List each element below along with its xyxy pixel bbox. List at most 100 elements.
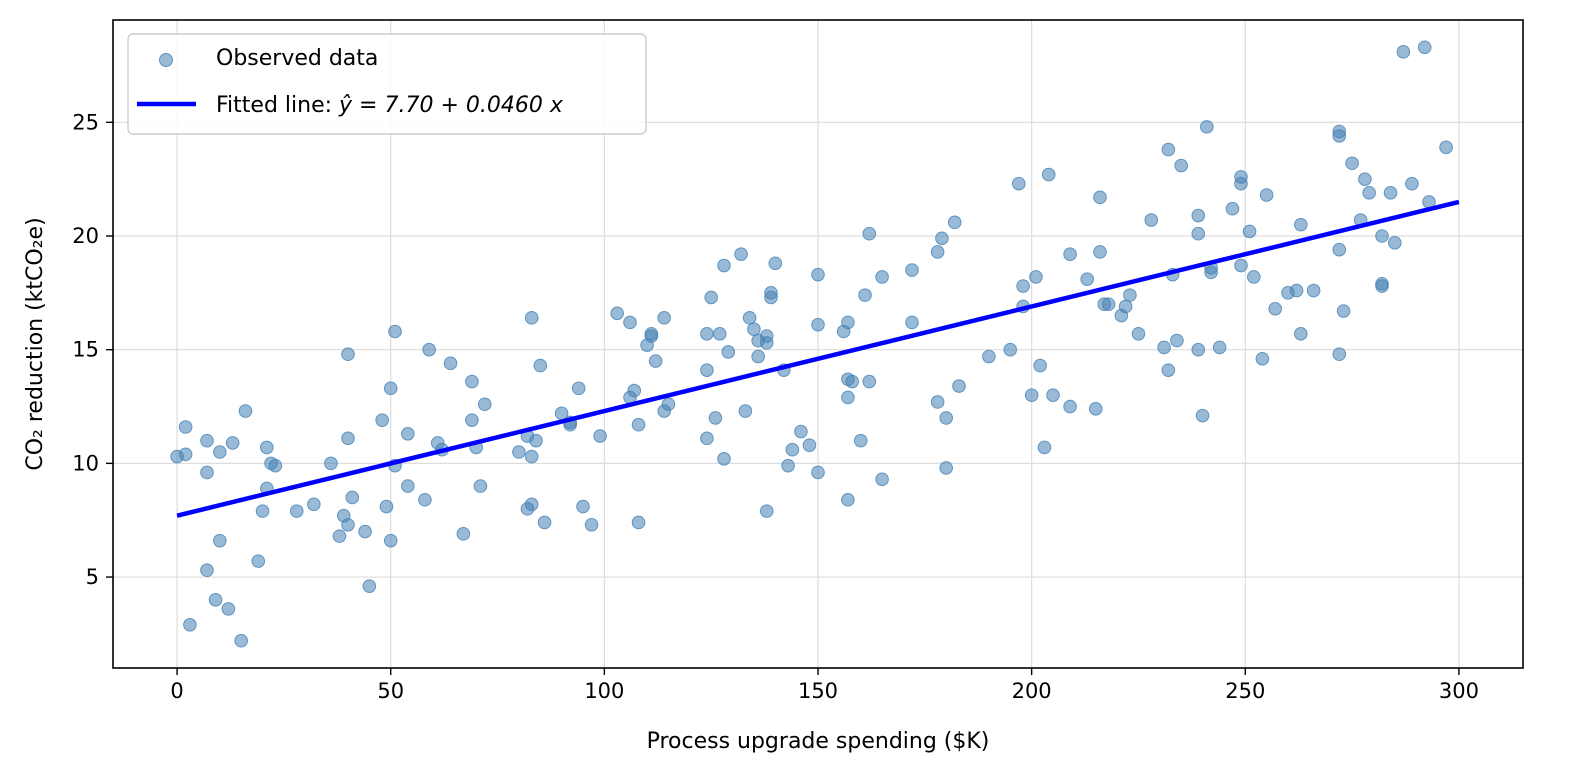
data-point [1037,440,1052,455]
data-point [759,504,774,518]
x-tick-label: 100 [584,679,624,703]
data-point [1358,172,1372,186]
data-point [708,411,723,425]
data-point [1024,388,1039,402]
data-point [1234,176,1248,191]
y-axis-label: CO₂ reduction (ktCO₂e) [23,217,48,470]
data-point [947,215,962,230]
data-point [853,433,868,448]
data-point [1063,399,1077,414]
legend-line-label-prefix: Fitted line: [216,93,339,118]
data-point [213,533,227,548]
data-point [1417,40,1432,55]
fitted-line [176,199,1460,518]
data-point [1268,301,1282,316]
data-point [1259,188,1274,202]
data-point [939,411,953,425]
data-point [700,326,714,341]
legend-line-label: Fitted line: ŷ = 7.70 + 0.0460 x [216,93,564,118]
data-point [593,429,607,443]
data-point [738,404,753,418]
data-point [1123,288,1137,302]
data-point [935,231,949,246]
data-point [841,315,855,330]
data-point [465,413,479,427]
data-point [208,592,223,607]
data-point [721,345,736,359]
data-point [512,445,526,459]
data-point [627,383,642,398]
x-tick-label: 300 [1439,679,1479,703]
data-point [811,317,825,332]
data-point [751,349,765,364]
data-point [1157,340,1171,355]
data-point [1247,270,1261,284]
data-point [1063,247,1077,261]
fitted-line-group [176,199,1460,518]
data-point [443,356,458,371]
data-point [841,492,855,507]
data-point [631,417,646,432]
data-point [537,515,552,530]
data-point [1041,167,1056,182]
data-point [1029,270,1043,284]
data-point [1088,402,1103,416]
data-point [1093,190,1107,205]
data-point [221,602,236,616]
data-point [644,326,659,341]
legend: Observed data Fitted line: ŷ = 7.70 + 0.… [127,33,647,135]
data-point [1375,229,1389,243]
data-point [631,515,646,530]
data-point [477,397,492,412]
data-point [905,315,919,330]
data-point [375,413,389,427]
axis-ticks: 0 50 100 150 200 250 300 5 10 15 20 25 [72,110,1479,703]
data-point [324,456,338,471]
data-point [341,347,355,362]
data-point [1225,201,1240,216]
data-point [841,390,855,405]
data-point [524,311,539,325]
data-point [401,427,415,441]
data-point [200,433,214,448]
data-point [982,349,996,364]
data-point [332,529,347,543]
data-point [1294,326,1308,341]
data-point [785,442,800,457]
data-point [584,517,599,532]
data-point [610,306,624,321]
data-point [422,342,436,357]
data-point [213,445,227,459]
data-point [383,381,398,396]
x-tick-label: 150 [798,679,838,703]
data-point [704,290,718,305]
data-point [747,322,761,337]
data-point [952,379,966,393]
data-point [1144,213,1159,227]
data-point [1396,45,1411,59]
data-point [388,324,402,339]
y-tick-label: 5 [86,565,99,589]
data-point [260,440,274,455]
data-point [661,397,676,412]
x-tick-label: 0 [170,679,183,703]
data-point [1388,236,1402,250]
data-point [345,490,360,505]
data-point [717,258,731,273]
data-point [1289,283,1304,298]
legend-scatter-marker [159,53,173,67]
data-point [734,247,748,261]
data-point [529,433,543,448]
data-point [251,554,266,568]
data-point [465,374,479,389]
data-point [178,420,193,434]
data-point [362,579,377,593]
data-point [1212,340,1227,355]
data-point [1242,224,1257,239]
data-point [768,256,783,271]
data-point [473,479,488,493]
x-axis-label: Process upgrade spending ($K) [647,729,990,754]
y-tick-label: 10 [72,451,99,475]
legend-box [127,33,647,135]
data-point [200,465,214,480]
